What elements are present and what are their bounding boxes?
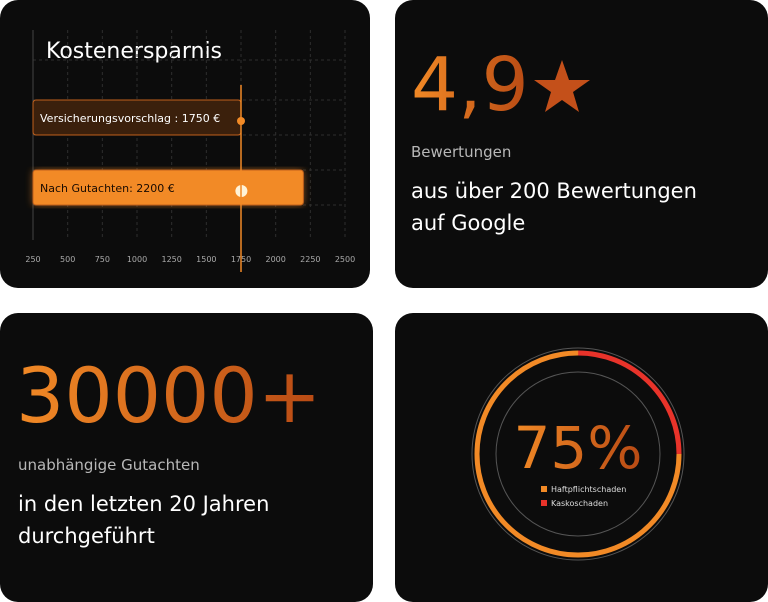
bar-label: Nach Gutachten: 2200 € bbox=[40, 182, 175, 195]
center-label: 75% bbox=[514, 414, 643, 482]
count-block: 30000+ unabhängige Gutachten in den letz… bbox=[16, 351, 321, 548]
x-tick-label: 2000 bbox=[265, 255, 285, 264]
card bbox=[395, 0, 768, 288]
count-label: unabhängige Gutachten bbox=[18, 456, 200, 474]
x-tick-label: 1500 bbox=[196, 255, 216, 264]
rating-label: Bewertungen bbox=[411, 143, 511, 161]
x-tick-label: 250 bbox=[25, 255, 40, 264]
share-chart: 75% Haftpflichtschaden Kaskoschaden bbox=[471, 347, 685, 561]
count-text: durchgeführt bbox=[18, 524, 155, 548]
legend-swatch bbox=[541, 500, 547, 506]
cost-chart: Kostenersparnis 250500750100012501500175… bbox=[25, 30, 355, 272]
legend-swatch bbox=[541, 486, 547, 492]
rating-text: aus über 200 Bewertungen bbox=[411, 179, 697, 203]
x-tick-label: 1250 bbox=[161, 255, 181, 264]
count: 30000+ bbox=[16, 351, 321, 440]
x-tick-label: 2250 bbox=[300, 255, 320, 264]
count-text: in den letzten 20 Jahren bbox=[18, 492, 269, 516]
bar-label: Versicherungsvorschlag : 1750 € bbox=[40, 112, 220, 125]
rating: 4,9 bbox=[411, 42, 529, 128]
rating-block: 4,9 Bewertungen aus über 200 Bewertungen… bbox=[411, 42, 697, 235]
bar bbox=[32, 169, 304, 206]
ring bbox=[495, 371, 661, 537]
rating-text: auf Google bbox=[411, 211, 525, 235]
card bbox=[0, 0, 370, 288]
x-tick-label: 1000 bbox=[127, 255, 147, 264]
donut-arc bbox=[474, 350, 682, 558]
x-tick-label: 750 bbox=[95, 255, 110, 264]
ring bbox=[471, 347, 685, 561]
legend-label: Kaskoschaden bbox=[551, 499, 608, 508]
legend-label: Haftpflichtschaden bbox=[551, 485, 626, 494]
x-tick-label: 500 bbox=[60, 255, 75, 264]
card bbox=[395, 313, 768, 602]
star-icon bbox=[534, 60, 590, 112]
x-tick-label: 2500 bbox=[335, 255, 355, 264]
card bbox=[0, 313, 373, 602]
